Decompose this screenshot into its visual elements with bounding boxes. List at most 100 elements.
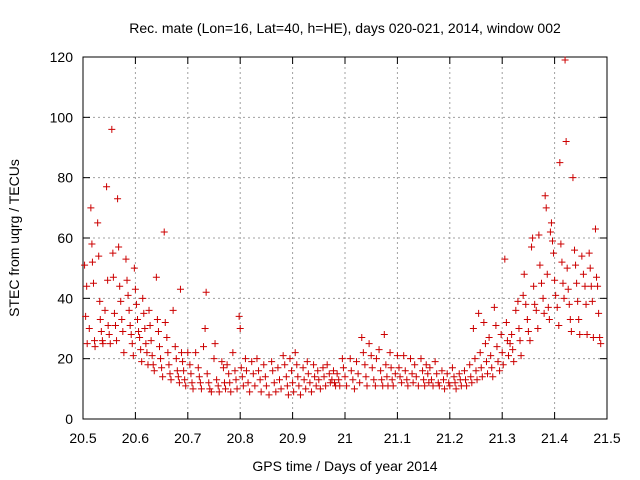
data-point [555,321,563,329]
data-point [501,255,509,263]
x-tick-label: 21.5 [593,430,620,446]
data-points [81,56,605,399]
data-point [306,379,314,387]
data-point [173,367,181,375]
data-point [138,358,146,366]
data-point [148,352,156,360]
data-point [420,376,428,384]
data-point [560,294,568,302]
data-point [141,325,149,332]
data-point [358,334,366,342]
data-point [153,315,161,323]
data-point [118,315,126,323]
data-point [404,382,412,390]
data-point [325,370,333,378]
data-point [562,137,570,145]
x-tick-label: 20.7 [174,430,201,446]
x-axis-ticks: 20.5 20.6 20.7 20.8 20.9 21 21.1 21.2 21.3 21.4 21… [69,57,621,446]
data-point [119,328,127,336]
data-point [365,340,373,348]
data-point [510,358,518,366]
data-point [99,340,107,348]
data-point [232,376,240,384]
data-point [494,358,502,366]
data-point [534,325,542,332]
data-point [87,204,95,212]
y-tick-label: 100 [50,109,74,125]
data-point [446,382,454,390]
data-point [594,282,602,290]
data-point [517,352,525,360]
data-point [409,379,417,387]
data-point [565,300,573,308]
data-point [303,358,311,366]
data-point [268,358,276,366]
data-point [499,361,507,369]
data-point [88,240,96,248]
y-tick-label: 0 [65,411,73,427]
data-point [559,279,567,287]
data-point [448,364,456,372]
data-point [569,174,577,182]
data-point [523,315,531,323]
data-point [380,331,388,339]
data-point [227,388,235,396]
data-point [443,370,451,378]
data-point [362,373,370,381]
data-point [152,273,160,281]
data-point [222,385,230,393]
data-point [540,309,548,317]
y-tick-label: 120 [50,49,74,65]
data-point [206,385,214,393]
data-point [294,373,302,381]
data-point [414,382,422,390]
data-point [128,340,136,348]
data-point [110,309,118,317]
data-point [549,237,557,245]
data-point [338,355,346,363]
data-point [468,379,476,387]
data-point [509,346,517,354]
data-point [539,294,547,302]
data-point [361,361,369,369]
data-point [174,373,182,381]
data-point [304,370,312,378]
data-point [207,388,215,396]
data-point [181,376,189,384]
data-point [547,219,555,227]
data-point [433,370,441,378]
data-point [89,279,97,287]
x-tick-label: 20.9 [279,430,306,446]
data-point [597,340,605,348]
data-point [114,195,122,203]
data-point [377,367,385,375]
data-point [274,364,282,372]
data-point [589,334,597,342]
data-point [450,373,458,381]
data-point [179,358,187,366]
data-point [398,379,406,387]
data-point [319,364,327,372]
data-point [395,364,403,372]
data-point [248,358,256,366]
data-point [553,303,561,311]
data-point [471,355,479,363]
data-point [455,370,463,378]
data-point [178,349,186,357]
data-point [473,376,481,384]
data-point [498,349,506,357]
data-point [225,370,233,378]
data-point [137,346,145,354]
data-point [427,376,435,384]
data-point [538,279,545,287]
data-point [504,352,512,360]
data-point [529,234,537,242]
data-point [349,376,357,384]
data-point [403,376,411,384]
data-point [106,340,114,348]
data-point [125,306,133,314]
data-point [180,367,188,375]
data-point [281,361,289,369]
data-point [367,352,375,360]
